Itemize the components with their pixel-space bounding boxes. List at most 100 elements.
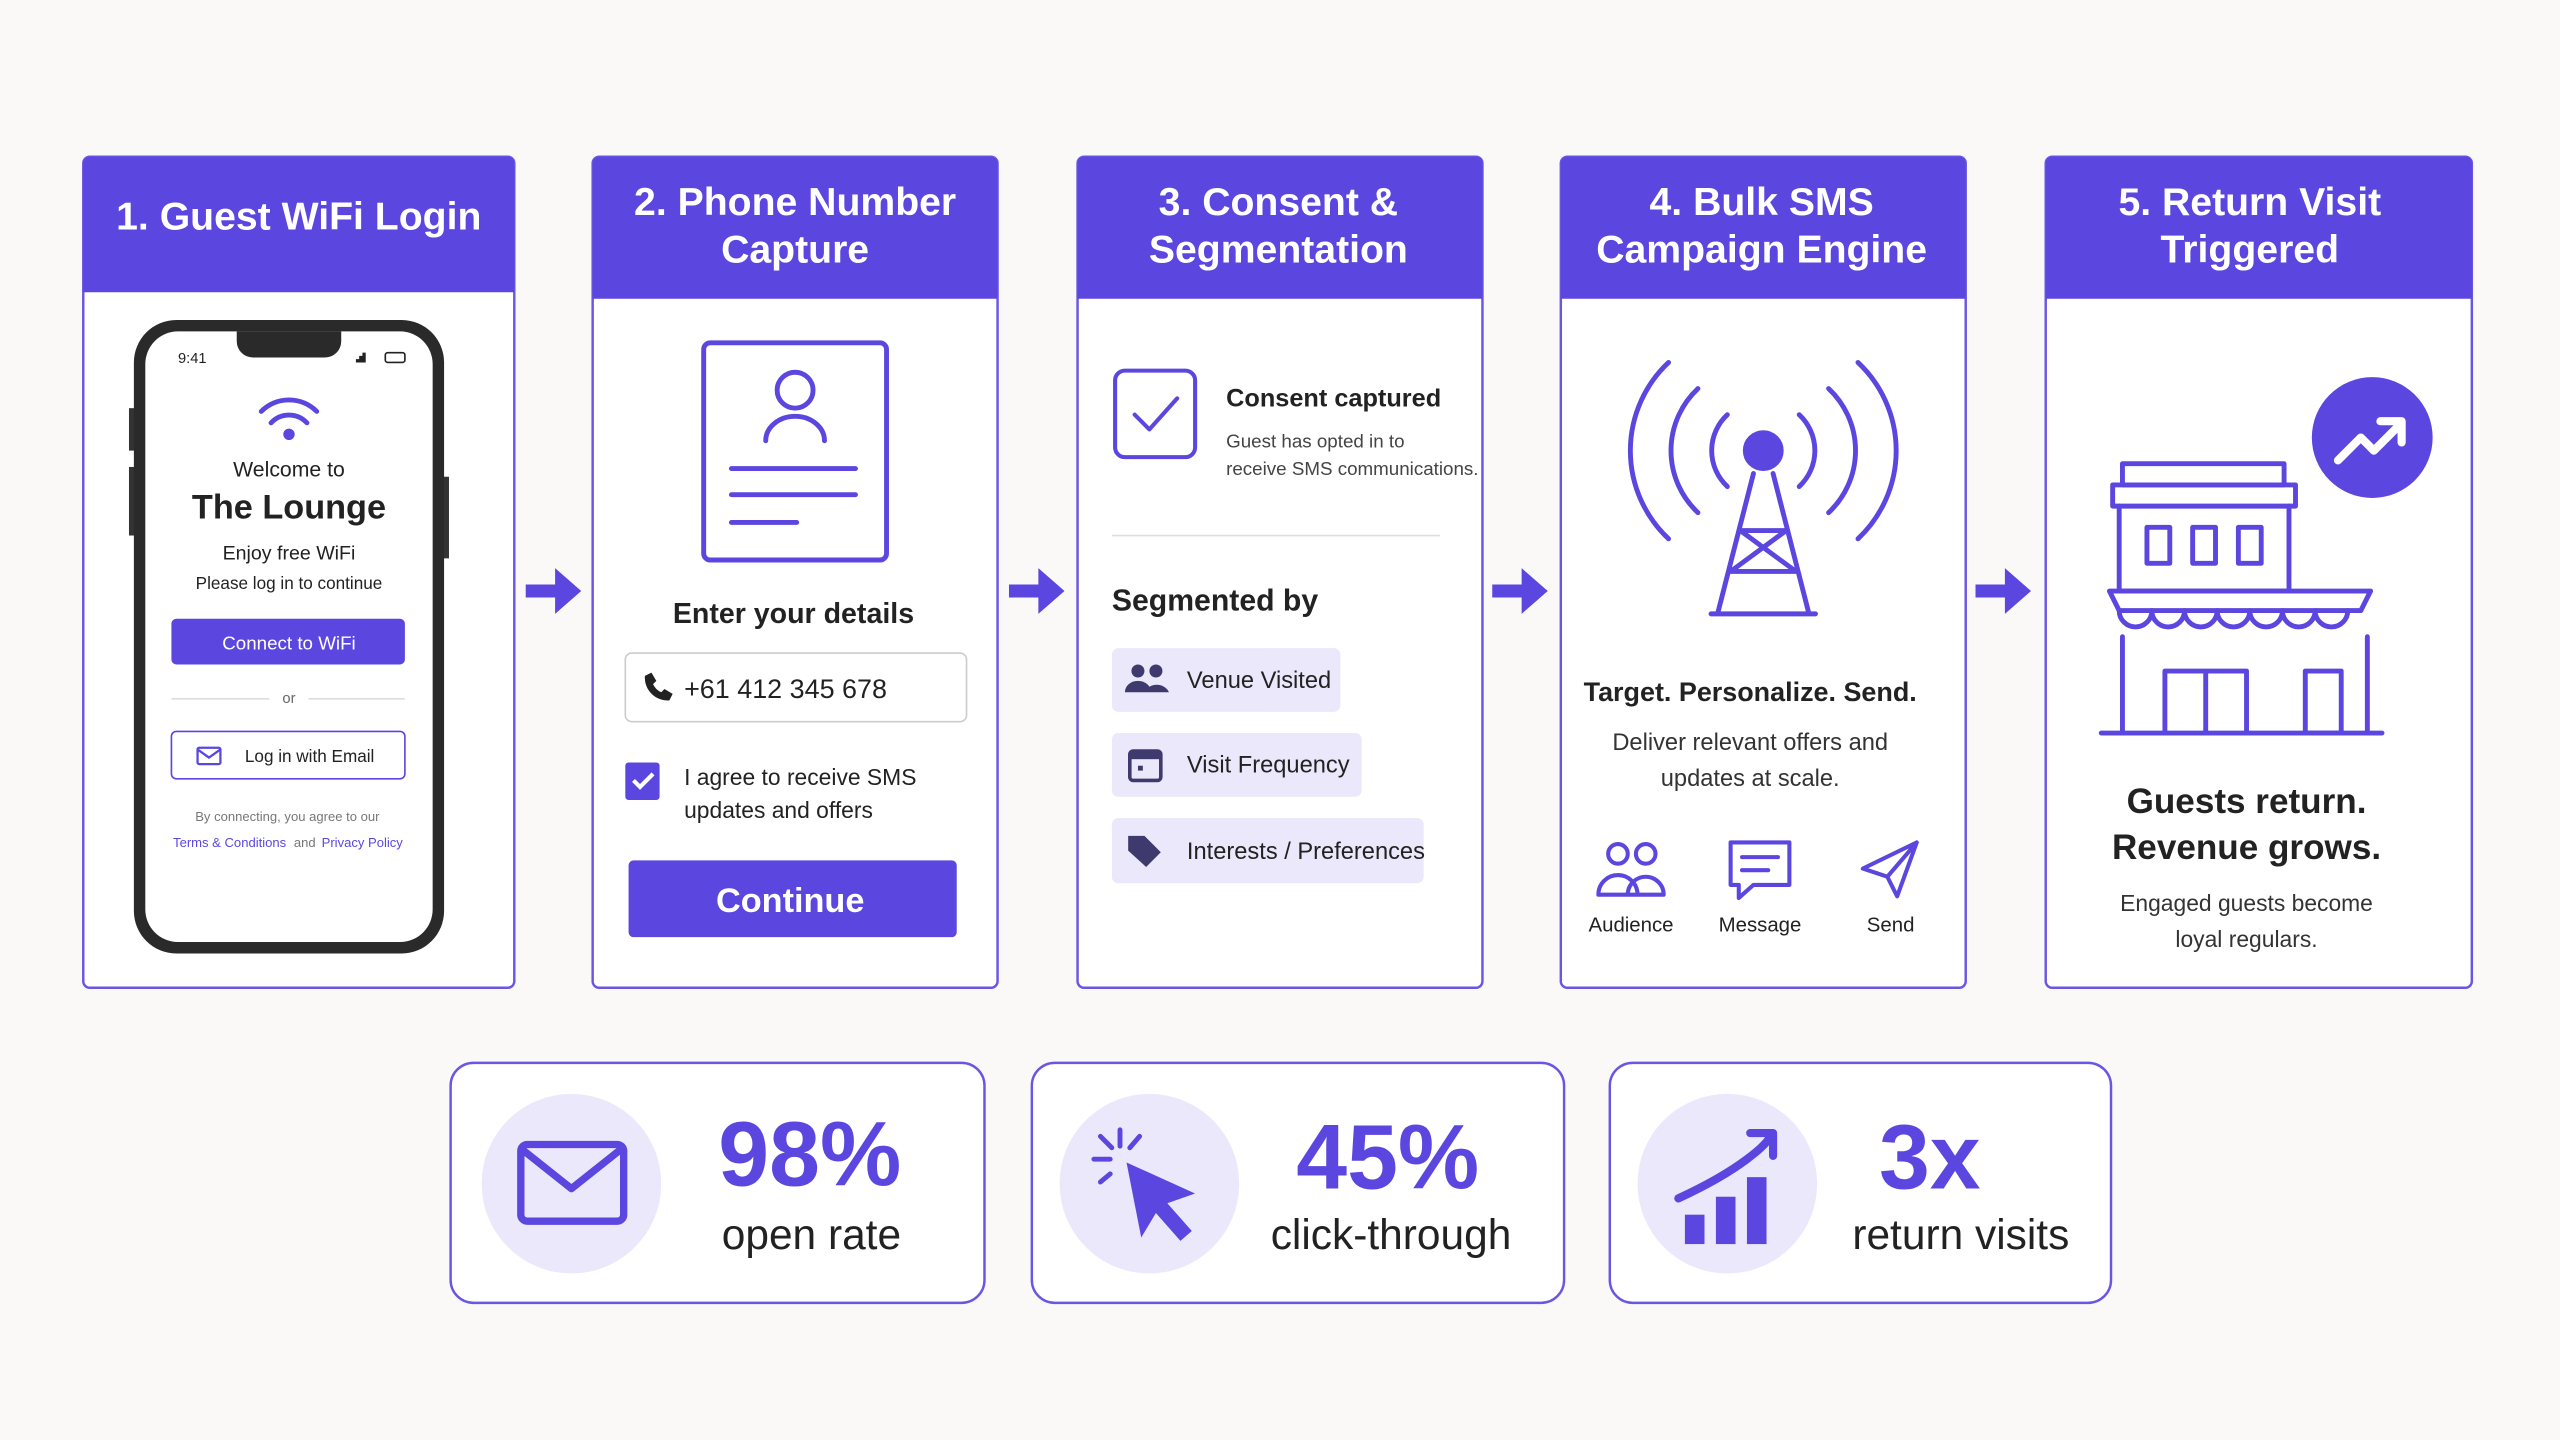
store-door (2162, 668, 2249, 736)
store-cornice (2110, 482, 2298, 509)
person-head (1633, 842, 1658, 866)
connect-button (171, 618, 405, 665)
speech-bubble (1728, 840, 1792, 900)
chart-bar (1684, 1214, 1705, 1245)
awning-scallops (2116, 608, 2351, 630)
continue-label: Continue (716, 882, 864, 920)
venue-name: The Lounge (192, 489, 386, 527)
consent-icon (1113, 368, 1198, 460)
envelope-flap (520, 1147, 623, 1193)
profile-shoulders (763, 413, 827, 444)
engine-text: Deliver relevant offers and (1612, 730, 1888, 756)
trend-line (1674, 1128, 1778, 1203)
engine-text: updates at scale. (1661, 766, 1840, 792)
step-title: 5. Return Visit (2118, 181, 2381, 224)
step-title: 3. Consent & (1159, 181, 1398, 224)
email-button (170, 730, 406, 780)
offer-text: Enjoy free WiFi (223, 542, 356, 564)
return-text: loyal regulars. (2175, 926, 2317, 952)
step-title: Capture (721, 228, 869, 271)
step-title: 1. Guest WiFi Login (116, 196, 481, 239)
stat-value: 98% (718, 1103, 901, 1205)
step-title: 2. Phone Number (634, 181, 956, 224)
person-body (1596, 873, 1666, 897)
audience-icon (1596, 842, 1666, 897)
tag-icon (1128, 835, 1161, 867)
terms-link: Terms & Conditions (173, 835, 287, 850)
card-header (592, 156, 998, 299)
feature-label: Send (1867, 915, 1915, 937)
person-body (1124, 680, 1169, 693)
consent-text: I agree to receive SMS (684, 764, 916, 790)
consent-check (1132, 396, 1180, 432)
profile-form-icon (701, 340, 889, 563)
phone-notch (236, 331, 342, 358)
cursor (1126, 1162, 1196, 1241)
arrow (525, 568, 582, 614)
step-title: Campaign Engine (1596, 228, 1927, 271)
trend-arrow (2333, 417, 2406, 465)
window (2144, 524, 2173, 566)
feature-label: Audience (1589, 915, 1674, 937)
stat-boxes (449, 1061, 2113, 1305)
stat-value: 45% (1296, 1107, 1479, 1209)
terms-and: and (294, 835, 316, 850)
tower (1708, 471, 1818, 617)
message-lines (1740, 855, 1780, 873)
store-window (2302, 668, 2344, 736)
card-header (2045, 156, 2472, 299)
person-head (1606, 842, 1630, 866)
segment-label: Venue Visited (1187, 668, 1331, 694)
return-text: Engaged guests become (2120, 890, 2373, 916)
phone-time: 9:41 (178, 351, 207, 367)
phone-button (442, 476, 449, 559)
consent-heading: Consent captured (1226, 384, 1441, 412)
stat-label: click-through (1271, 1211, 1512, 1258)
phone-icon (644, 672, 673, 701)
segments-heading: Segmented by (1112, 584, 1319, 617)
checkmark (632, 772, 655, 790)
wifi-dot (283, 428, 295, 440)
phone-button (128, 408, 136, 451)
form-outline (701, 340, 889, 563)
stat-icon-circle (1637, 1093, 1818, 1274)
phone (128, 320, 449, 954)
store-icon (2098, 461, 2385, 736)
signal-arc (1627, 360, 1899, 542)
consent-text: updates and offers (684, 797, 873, 823)
signal-icon (352, 352, 366, 363)
mail-icon (517, 1140, 628, 1225)
window (2190, 524, 2218, 566)
person-head (1149, 664, 1163, 678)
antenna-top (1742, 430, 1784, 472)
growth-chart-icon (1674, 1128, 1778, 1245)
calendar-top (1129, 751, 1161, 760)
click-rays (1091, 1127, 1143, 1185)
stat-label: open rate (722, 1211, 901, 1258)
window (2235, 524, 2264, 566)
step-title: Triggered (2161, 228, 2340, 271)
arrow (1975, 568, 2032, 614)
send-icon (1860, 840, 1919, 899)
chart-bar (1715, 1196, 1736, 1245)
return-headline: Revenue grows. (2112, 828, 2381, 867)
segment-chip (1111, 648, 1341, 712)
card-headers (83, 156, 2472, 299)
wifi-icon (258, 397, 320, 440)
privacy-link: Privacy Policy (322, 835, 404, 850)
awning-top (2106, 588, 2374, 614)
people-icon (1124, 664, 1169, 693)
antenna-icon (1627, 360, 1899, 617)
step-title: Segmentation (1149, 228, 1408, 271)
card-header (1077, 156, 1483, 299)
phone-number: +61 412 345 678 (684, 674, 887, 704)
message-icon (1728, 840, 1792, 900)
phone-input (624, 652, 968, 723)
card-header (1560, 156, 1966, 299)
divider-text: or (282, 691, 295, 707)
click-icon (1091, 1127, 1196, 1241)
continue-button (628, 860, 957, 938)
arrows (525, 568, 2032, 614)
phone-button (128, 466, 136, 536)
